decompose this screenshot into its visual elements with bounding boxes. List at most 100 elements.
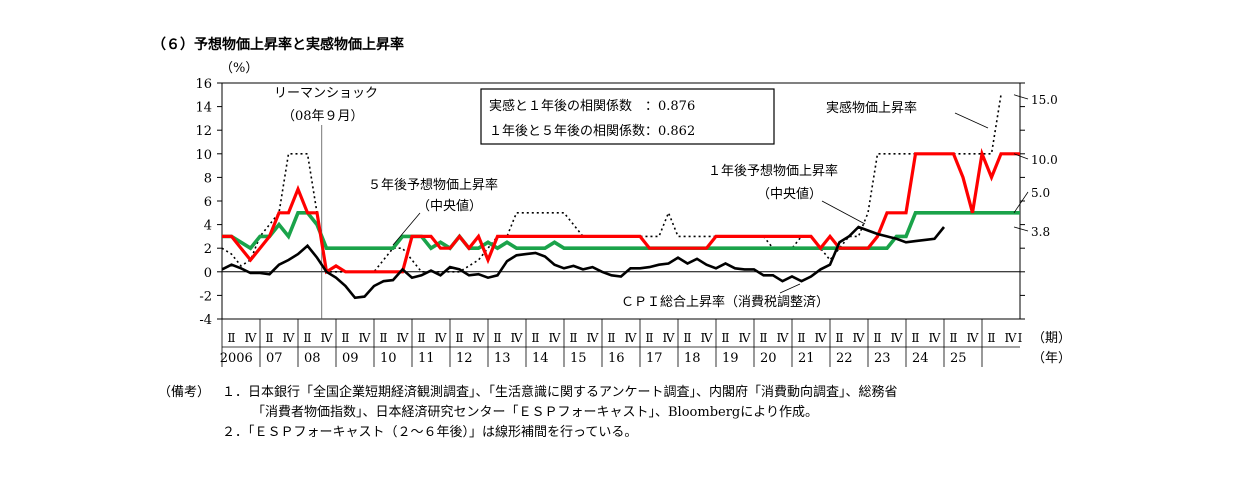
- quarter-tick-label: Ⅱ: [227, 331, 235, 345]
- callout-1y: [821, 200, 866, 225]
- callout-lines: [392, 112, 989, 294]
- quarter-tick-label: Ⅱ: [341, 331, 349, 345]
- end-label-connector: [1013, 226, 1029, 232]
- quarter-tick-label: Ⅱ: [607, 331, 615, 345]
- quarter-tick-label: Ⅱ: [455, 331, 463, 345]
- notes-line-1: １．日本銀行「全国企業短期経済観測調査」、「生活意識に関するアンケート調査」、内…: [222, 385, 898, 400]
- end-label-connector: [1013, 94, 1029, 100]
- quarter-tick-label: Ⅳ: [359, 331, 372, 345]
- quarter-tick-label: Ⅱ: [987, 331, 995, 345]
- y-tick-label: 10: [195, 148, 212, 163]
- quarter-tick-label: Ⅳ: [663, 331, 676, 345]
- year-label: 14: [532, 351, 549, 366]
- callout-perceived: [954, 112, 989, 129]
- year-label: 18: [684, 351, 701, 366]
- year-label: 24: [912, 351, 929, 366]
- quarter-tick-label: Ⅳ: [473, 331, 486, 345]
- label-1y-expectation-1: １年後予想物価上昇率: [708, 163, 838, 179]
- year-label: 10: [380, 351, 397, 366]
- series-line-3: [221, 225, 946, 300]
- quarter-tick-label: Ⅱ: [493, 331, 501, 345]
- callout-cpi: [779, 283, 801, 294]
- end-label: 5.0: [1031, 186, 1050, 200]
- callout-5y: [392, 212, 421, 246]
- label-perceived-inflation: 実感物価上昇率: [826, 100, 917, 116]
- quarter-tick-label: Ⅳ: [587, 331, 600, 345]
- year-label: 16: [608, 351, 625, 366]
- y-tick-label: 2: [204, 242, 212, 257]
- y-tick-label: 8: [204, 171, 212, 186]
- y-tick-label: 16: [195, 77, 212, 92]
- quarter-tick-label: Ⅳ: [739, 331, 752, 345]
- label-5y-expectation-2: （中央値）: [417, 198, 482, 214]
- y-tick-label: -2: [199, 289, 212, 304]
- series-line-2: [222, 211, 1020, 251]
- end-label: 3.8: [1031, 225, 1050, 239]
- lehman-label-1: リーマンショック: [274, 86, 378, 101]
- quarter-tick-label: Ⅳ: [777, 331, 790, 345]
- y-tick-label: 14: [195, 101, 212, 116]
- quarter-tick-label: Ⅱ: [265, 331, 273, 345]
- quarter-tick-label: Ⅳ: [435, 331, 448, 345]
- quarter-tick-label: Ⅳ: [283, 331, 296, 345]
- correlation-box: [480, 88, 775, 145]
- y-axis: -4 -2 0 2 4 6 8 10 12 14 16: [195, 77, 1025, 328]
- year-label: 08: [304, 351, 321, 366]
- year-label: 17: [646, 351, 663, 366]
- series-layer: [221, 94, 1020, 300]
- end-label-connector: [1013, 153, 1029, 160]
- year-label: 09: [342, 351, 359, 366]
- end-label: 15.0: [1031, 93, 1058, 107]
- label-5y-expectation-1: ５年後予想物価上昇率: [368, 177, 498, 193]
- notes-label: （備考）: [158, 385, 211, 400]
- correlation-line-2: １年後と５年後の相関係数：0.862: [489, 124, 695, 139]
- year-label: 2006: [220, 351, 253, 366]
- chart-title: （６）予想物価上昇率と実感物価上昇率: [152, 36, 404, 53]
- year-unit-label: （年）: [1032, 351, 1071, 366]
- quarter-tick-label: Ⅳ: [245, 331, 258, 345]
- quarter-tick-label: Ⅱ: [873, 331, 881, 345]
- quarter-tick-label: Ⅳ: [929, 331, 942, 345]
- period-unit-label: （期）: [1032, 331, 1071, 346]
- label-1y-expectation-2: （中央値）: [757, 186, 822, 202]
- year-label: 23: [874, 351, 891, 366]
- quarter-tick-label: Ⅳ: [397, 331, 410, 345]
- quarter-tick-label: Ⅱ: [759, 331, 767, 345]
- quarter-tick-label: Ⅱ: [417, 331, 425, 345]
- year-label: 13: [494, 351, 511, 366]
- correlation-line-1: 実感と１年後の相関係数 ：0.876: [489, 98, 695, 114]
- y-tick-label: -4: [199, 313, 212, 328]
- quarter-tick-label: Ⅳ: [701, 331, 714, 345]
- quarter-tick-label: Ⅱ: [911, 331, 919, 345]
- quarter-tick-label: Ⅳ: [1005, 331, 1018, 345]
- year-label: 11: [418, 351, 435, 366]
- quarter-tick-label: Ⅳ: [511, 331, 524, 345]
- quarter-tick-label: Ⅱ: [835, 331, 843, 345]
- quarter-tick-label: Ⅳ: [321, 331, 334, 345]
- quarter-tick-label: Ⅱ: [379, 331, 387, 345]
- year-label: 12: [456, 351, 473, 366]
- notes-line-3: ２．「ＥＳＰフォーキャスト（２～６年後）」は線形補間を行っている。: [222, 425, 638, 440]
- quarter-tick-label: Ⅱ: [531, 331, 539, 345]
- end-labels: 15.0 10.0 5.0 3.8: [1013, 93, 1058, 239]
- quarter-tick-label: Ⅳ: [891, 331, 904, 345]
- year-label: 21: [798, 351, 815, 366]
- label-cpi: ＣＰＩ総合上昇率（消費税調整済）: [621, 294, 829, 310]
- quarter-tick-label: Ⅱ: [303, 331, 311, 345]
- quarter-tick-label: Ⅳ: [967, 331, 980, 345]
- y-tick-label: 0: [204, 266, 212, 281]
- end-label: 10.0: [1031, 153, 1058, 167]
- year-label: 07: [266, 351, 283, 366]
- plot-area: [221, 82, 1021, 320]
- quarter-tick-label: Ⅱ: [683, 331, 691, 345]
- y-tick-label: 6: [204, 195, 212, 210]
- lehman-label-2: （08年９月）: [282, 109, 364, 124]
- y-tick-label: 4: [204, 219, 212, 234]
- series-line-1: [222, 147, 1020, 275]
- quarter-tick-label: Ⅱ: [721, 331, 729, 345]
- quarter-tick-label: Ⅳ: [853, 331, 866, 345]
- year-label: 25: [950, 351, 967, 366]
- quarter-tick-label: Ⅱ: [569, 331, 577, 345]
